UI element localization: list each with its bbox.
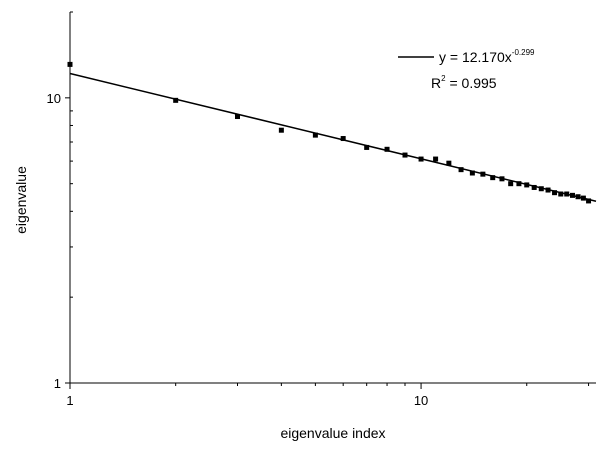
data-point [402,152,408,158]
data-point [446,160,452,166]
data-point [538,186,544,192]
x-tick-label: 1 [66,393,73,408]
y-tick-label: 10 [47,91,61,106]
data-point [384,146,390,152]
data-point [173,97,179,103]
legend-r2-superscript: 2 [441,74,446,83]
legend-r2: R2 = 0.995 [431,74,497,91]
data-point [480,171,486,177]
data-point [531,184,537,190]
legend: y = 12.170x-0.299 R2 = 0.995 [398,48,535,91]
x-tick-label: 10 [414,393,428,408]
data-point [364,144,370,150]
legend-r2-symbol: R [431,75,441,91]
data-point [558,191,564,197]
x-ticks: 1 10 [66,383,590,408]
y-axis-title: eigenvalue [13,166,29,234]
data-point [545,187,551,193]
axes [69,12,596,384]
data-point [499,176,505,182]
data-point [340,136,346,142]
data-point [564,191,570,197]
data-point [516,181,522,187]
data-point [469,170,475,176]
data-point [580,195,586,201]
data-point [67,61,73,67]
data-point [433,156,439,162]
data-point [490,175,496,181]
data-point [312,132,318,138]
data-point [508,181,514,187]
data-point [458,167,464,173]
legend-equation-exponent: -0.299 [512,48,535,57]
fit-line [69,72,597,202]
y-tick-label: 1 [54,376,61,391]
data-point [575,194,581,200]
legend-equation: y = 12.170x-0.299 [439,48,535,65]
data-point [278,127,284,133]
data-point [418,156,424,162]
data-point [524,182,530,188]
x-axis-title: eigenvalue index [280,425,385,441]
data-point [234,114,240,120]
fit-layer [69,72,597,202]
data-point [586,198,592,204]
data-point [569,192,575,198]
points-layer [67,61,592,204]
data-point [552,190,558,196]
legend-r2-value: = 0.995 [446,75,497,91]
y-ticks: 1 10 [47,11,73,391]
legend-equation-text: y = 12.170x [439,49,512,65]
